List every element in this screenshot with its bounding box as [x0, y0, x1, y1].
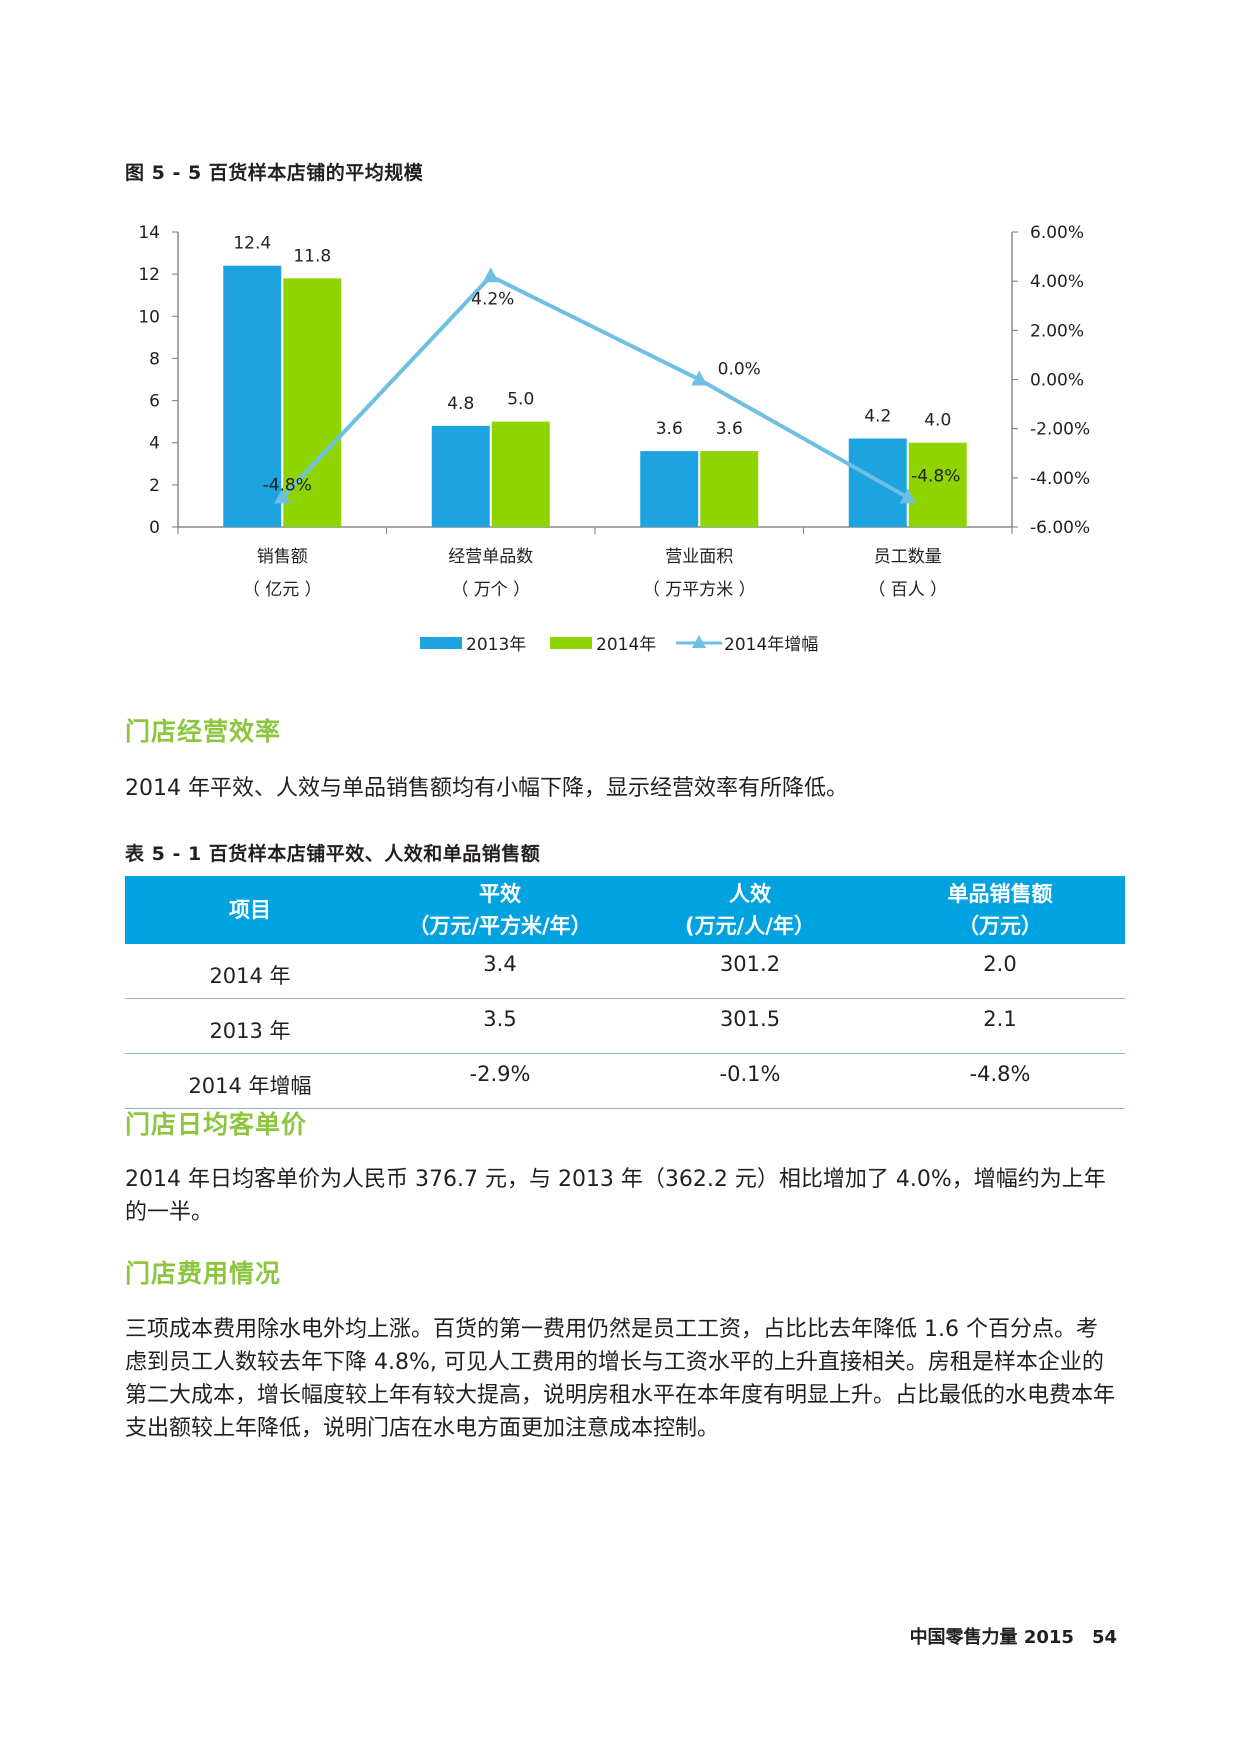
y-right-tick-label: -2.00%	[1030, 420, 1090, 440]
table-cell: 301.2	[625, 944, 875, 999]
bar-2013-value-label: 3.6	[656, 419, 683, 439]
table-header-item-sales: 单品销售额 （万元）	[875, 876, 1125, 944]
figure-title: 图 5 - 5 百货样本店铺的平均规模	[125, 162, 424, 184]
legend-2013-label: 2013年	[466, 635, 526, 655]
efficiency-paragraph: 2014 年平效、人效与单品销售额均有小幅下降，显示经营效率有所降低。	[125, 776, 848, 801]
x-category-label: 销售额	[257, 547, 308, 567]
table-cell: -2.9%	[375, 1053, 625, 1109]
bar-2013-value-label: 4.8	[447, 394, 474, 414]
legend-growth-label: 2014年增幅	[724, 635, 818, 655]
growth-line	[280, 273, 909, 500]
bar-2014	[908, 442, 967, 527]
x-category-unit-label: （ 万个 ）	[451, 580, 530, 600]
expenses-paragraph: 三项成本费用除水电外均上涨。百货的第一费用仍然是员工工资，占比比去年降低 1.6…	[125, 1317, 1116, 1441]
bar-2014-value-label: 11.8	[293, 246, 331, 266]
bar-line-chart: 0 2 4 6 8 10 12 14 -6.00% -4.00% -2.00% 0.00% 2.00% 4…	[138, 223, 1090, 655]
page-number: 54	[1091, 1627, 1117, 1648]
y-right-tick-label: 6.00%	[1030, 223, 1084, 243]
table-cell-year: 2014 年增幅	[125, 1053, 375, 1109]
table-cell: 3.5	[375, 998, 625, 1054]
y-right-tick-label: 2.00%	[1030, 321, 1084, 341]
legend-2014-swatch	[550, 637, 592, 649]
table-cell: 2.1	[875, 998, 1125, 1054]
table-row: 2013 年 3.5 301.5 2.1	[125, 998, 1125, 1054]
efficiency-table: 项目 平效 （万元/平方米/年） 人效 (万元/人/年） 单品销售额 （万元） 201…	[125, 876, 1125, 1109]
table-row: 2014 年增幅 -2.9% -0.1% -4.8%	[125, 1053, 1125, 1109]
section-heading-efficiency: 门店经营效率	[125, 717, 282, 746]
table-cell: -4.8%	[875, 1053, 1125, 1109]
growth-value-label: -4.8%	[263, 476, 312, 496]
y-left-tick-label: 12	[138, 265, 160, 285]
table-cell: 3.4	[375, 944, 625, 999]
x-category-label: 经营单品数	[448, 547, 533, 567]
growth-marker	[482, 267, 499, 283]
publication-name: 中国零售力量 2015	[909, 1627, 1074, 1648]
table-row: 2014 年 3.4 301.2 2.0	[125, 944, 1125, 999]
y-left-tick-label: 2	[149, 476, 160, 496]
table-title: 表 5 - 1 百货样本店铺平效、人效和单品销售额	[125, 843, 541, 865]
table-cell: 2.0	[875, 944, 1125, 999]
bar-2014-value-label: 5.0	[507, 390, 534, 410]
table-cell: -0.1%	[625, 1053, 875, 1109]
bar-2014	[491, 421, 550, 527]
x-category-unit-label: （ 亿元 ）	[243, 580, 322, 600]
section-heading-expenses: 门店费用情况	[125, 1259, 282, 1288]
bar-2013-value-label: 12.4	[233, 234, 271, 254]
y-left-tick-label: 0	[149, 518, 160, 538]
legend-2014-label: 2014年	[596, 635, 656, 655]
x-category-label: 员工数量	[874, 547, 942, 567]
bar-2014	[700, 451, 759, 527]
bar-2013	[431, 425, 490, 527]
y-left-tick-label: 8	[149, 349, 160, 369]
y-right-tick-label: -6.00%	[1030, 518, 1090, 538]
y-left-tick-label: 14	[138, 223, 160, 243]
growth-value-label: 0.0%	[718, 360, 761, 380]
page-footer: 中国零售力量 2015 54	[910, 1623, 1117, 1649]
growth-value-label: 4.2%	[471, 289, 514, 309]
bar-2013-value-label: 4.2	[864, 407, 891, 427]
growth-marker	[899, 488, 916, 504]
y-left-tick-label: 10	[138, 307, 160, 327]
y-right-tick-label: 0.00%	[1030, 371, 1084, 391]
table-cell-year: 2013 年	[125, 998, 375, 1054]
legend-2013-swatch	[420, 637, 462, 649]
y-left-tick-label: 6	[149, 392, 160, 412]
table-header-item: 项目	[125, 876, 375, 944]
bar-2014-value-label: 4.0	[924, 411, 951, 431]
x-category-label: 营业面积	[665, 547, 733, 567]
y-right-tick-label: -4.00%	[1030, 469, 1090, 489]
table-header-area-efficiency: 平效 （万元/平方米/年）	[375, 876, 625, 944]
growth-marker	[274, 488, 291, 504]
legend-growth-marker	[692, 635, 706, 648]
section-heading-avg-price: 门店日均客单价	[125, 1110, 308, 1139]
bar-2014-value-label: 3.6	[716, 419, 743, 439]
avg-price-paragraph: 2014 年日均客单价为人民币 376.7 元，与 2013 年（362.2 元…	[125, 1167, 1106, 1225]
growth-marker	[691, 370, 708, 386]
table-cell: 301.5	[625, 998, 875, 1054]
x-category-unit-label: （ 万平方米 ）	[643, 580, 756, 600]
table-cell-year: 2014 年	[125, 944, 375, 999]
bar-2013	[640, 451, 699, 527]
growth-value-label: -4.8%	[911, 467, 960, 487]
bar-2013	[223, 265, 282, 527]
y-left-tick-label: 4	[149, 434, 160, 454]
y-right-tick-label: 4.00%	[1030, 272, 1084, 292]
table-header-row: 项目 平效 （万元/平方米/年） 人效 (万元/人/年） 单品销售额 （万元）	[125, 876, 1125, 944]
x-category-unit-label: （ 百人 ）	[868, 580, 947, 600]
table-header-staff-efficiency: 人效 (万元/人/年）	[625, 876, 875, 944]
